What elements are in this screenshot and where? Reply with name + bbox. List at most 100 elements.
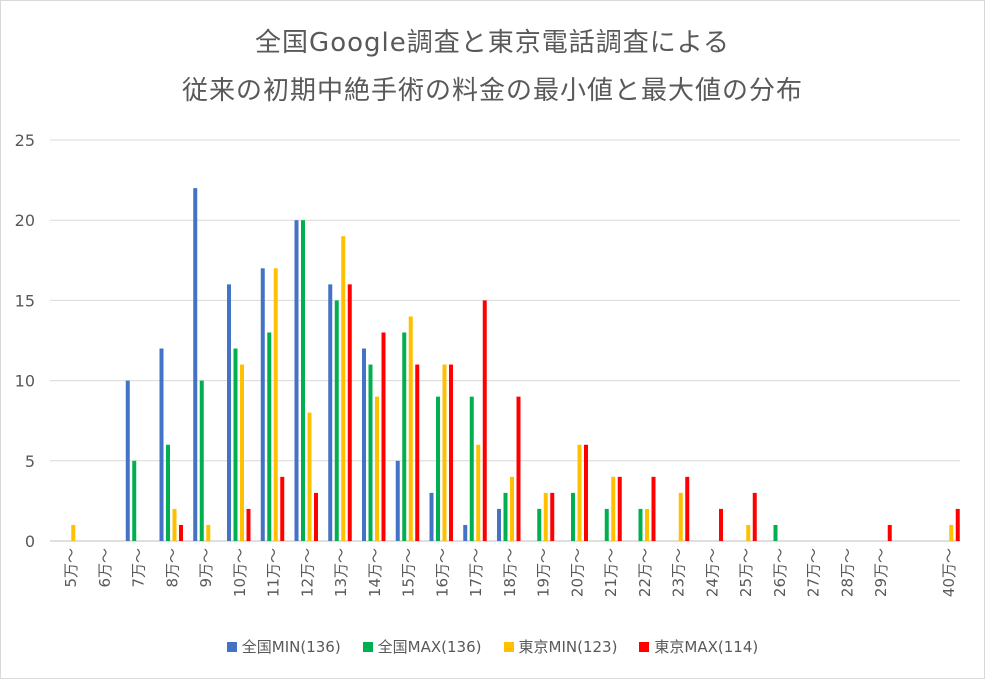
bar [233,348,238,541]
x-tick-label: 29万～ [872,548,890,597]
x-tick-label: 40万～ [940,548,958,597]
bar [193,188,198,541]
x-tick-label: 12万～ [298,548,316,597]
y-tick-label: 0 [25,532,35,551]
bar [395,460,400,541]
bar [159,348,164,541]
bar [179,524,183,541]
x-tick-label: 13万～ [332,548,350,597]
x-tick-label: 5万～ [62,548,80,588]
bar [645,508,649,541]
x-tick-label: 19万～ [535,548,553,597]
bar [436,396,440,541]
bar [368,364,373,541]
chart-legend: 全国MIN(136) 全国MAX(136) 東京MIN(123) 東京MAX(114) [0,636,985,657]
bar [949,524,954,541]
bar [752,492,757,541]
legend-label: 全国MAX(136) [377,638,482,656]
bar [246,508,251,541]
bar [408,316,413,541]
legend-item: 東京MAX(114) [639,636,758,657]
legend-item: 全国MAX(136) [362,636,482,657]
chart-title-line2: 従来の初期中絶手術の料金の最小値と最大値の分布 [181,76,803,106]
x-tick-label: 15万～ [400,548,418,597]
x-tick-label: 22万～ [636,548,654,597]
bar [260,268,265,541]
bar [503,492,508,541]
bar [955,508,960,541]
bar [267,332,272,541]
bar [273,268,278,541]
y-tick-label: 10 [15,372,35,391]
bar [611,476,616,541]
bar [571,492,575,541]
bar [651,476,656,541]
bar [482,300,487,541]
x-tick-label: 24万～ [703,548,721,597]
x-tick-label: 21万～ [602,548,620,597]
bar [125,380,130,541]
legend-label: 全国MIN(136) [241,638,341,656]
bar [362,348,366,541]
bar [584,444,588,541]
bar [71,524,76,541]
bar [375,396,379,541]
x-tick-label: 11万～ [265,548,283,597]
x-tick-label: 14万～ [366,548,384,597]
y-tick-label: 5 [25,452,35,471]
x-tick-label: 28万～ [838,548,856,597]
x-tick-label: 25万～ [737,548,755,597]
bar [449,364,453,541]
legend-item: 全国MIN(136) [226,636,341,657]
bar [543,492,548,541]
bar [341,236,346,542]
bar [381,332,386,541]
bar [685,476,690,541]
bar [314,492,318,541]
bar [442,364,447,541]
bar [719,508,723,541]
bar [166,444,170,541]
bar [227,284,231,541]
bar [463,524,468,541]
legend-label: 東京MAX(114) [654,638,759,656]
x-tick-label: 10万～ [231,548,249,597]
x-tick-label: 23万～ [670,548,688,597]
bar [402,332,407,541]
x-tick-label: 8万～ [163,548,181,588]
bar [206,524,211,541]
bar [510,476,514,541]
legend-swatch [226,641,237,652]
bar [301,220,305,541]
bar [746,524,751,541]
x-tick-label: 26万～ [771,548,789,597]
chart-title-line1: 全国Google調査と東京電話調査による [255,28,730,58]
bar [429,492,434,541]
x-tick-label: 18万～ [501,548,519,597]
bar [307,412,312,541]
bar [328,284,333,541]
bar [280,476,285,541]
bar [550,492,555,541]
x-tick-label: 17万～ [467,548,485,597]
y-tick-label: 25 [15,131,35,150]
legend-swatch [503,641,514,652]
bar [415,364,420,541]
bar [199,380,204,541]
bar [617,476,622,541]
bar [497,508,501,541]
x-tick-label: 27万～ [805,548,823,597]
bar [476,444,481,541]
y-tick-label: 20 [15,211,35,230]
bar [172,508,177,541]
bar [240,364,244,541]
legend-swatch [639,641,650,652]
legend-swatch [362,641,373,652]
bar [469,396,474,541]
bar [294,220,299,541]
y-tick-label: 15 [15,291,35,310]
bar [537,508,542,541]
x-tick-label: 7万～ [130,548,148,588]
